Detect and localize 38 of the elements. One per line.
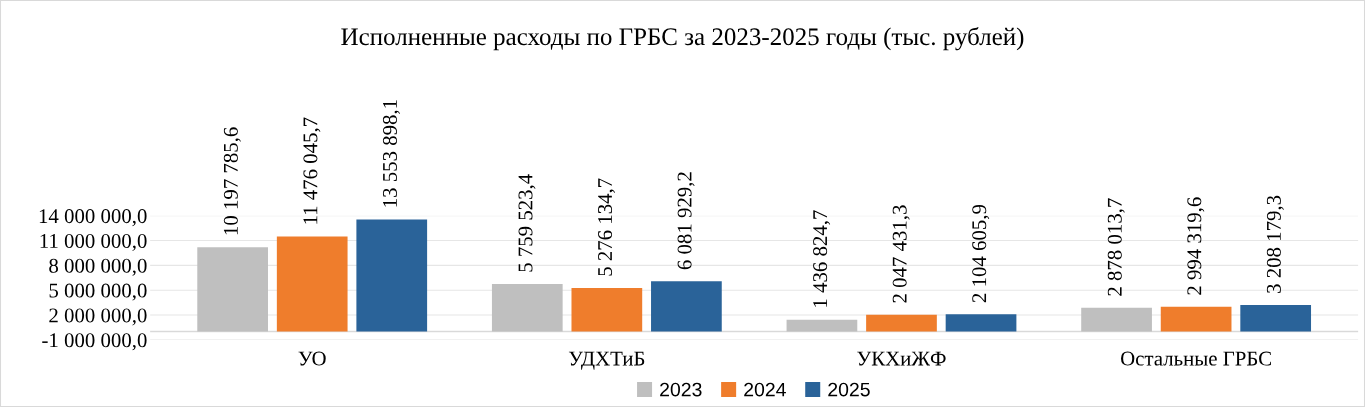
chart-title: Исполненные расходы по ГРБС за 2023-2025 годы (тыс. рублей) (341, 27, 1024, 51)
y-tick-label: 2 000 000,0 (49, 308, 147, 326)
data-label: 11 476 045,7 (303, 117, 321, 224)
y-tick-label: 14 000 000,0 (39, 209, 147, 227)
legend-label: 2023 (660, 382, 702, 397)
y-tick-label: 5 000 000,0 (49, 283, 147, 301)
data-label: 2 047 431,3 (892, 205, 910, 303)
bar (786, 319, 858, 332)
bar (866, 314, 937, 332)
data-label: 5 276 134,7 (598, 178, 616, 276)
data-label: 13 553 898,1 (382, 100, 400, 207)
data-label: 2 994 319,6 (1187, 197, 1205, 295)
data-label: 5 759 523,4 (518, 174, 536, 272)
bar (651, 281, 722, 332)
x-tick-label: УДХТиБ (568, 351, 645, 370)
bar (197, 247, 269, 332)
bar (1081, 307, 1152, 332)
data-label: 3 208 179,3 (1266, 195, 1284, 293)
data-label: 2 878 013,7 (1107, 198, 1125, 296)
bar (945, 314, 1017, 332)
data-label: 2 104 605,9 (972, 204, 990, 303)
bar (491, 283, 563, 332)
x-tick-label: Остальные ГРБС (1121, 351, 1271, 366)
legend-label: 2025 (828, 382, 870, 397)
data-label: 6 081 929,2 (677, 172, 695, 270)
bar (1160, 306, 1232, 332)
bar (356, 219, 428, 332)
y-tick-label: -1 000 000,0 (42, 333, 147, 351)
legend-label: 2024 (744, 382, 786, 397)
y-tick-label: 8 000 000,0 (49, 258, 147, 276)
y-tick-label: 11 000 000,0 (40, 233, 147, 251)
bar (571, 287, 643, 332)
bar (1240, 305, 1312, 332)
x-tick-label: УКХиЖФ (857, 351, 946, 366)
data-label: 1 436 824,7 (813, 210, 831, 307)
bar (276, 236, 348, 332)
data-label: 10 197 785,6 (223, 127, 241, 235)
x-tick-label: УО (298, 351, 326, 366)
